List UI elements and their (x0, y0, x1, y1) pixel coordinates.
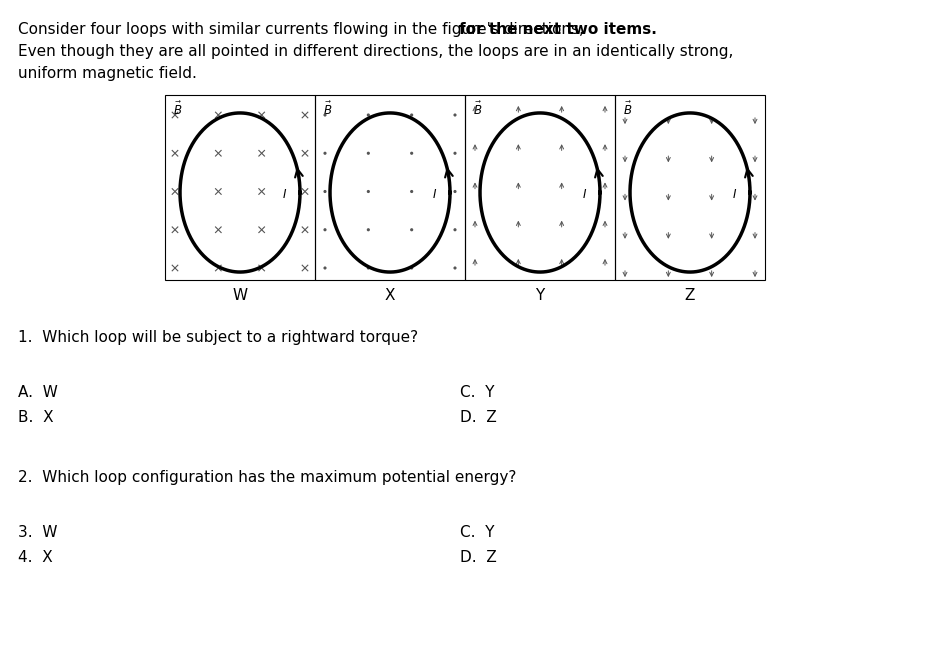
Circle shape (411, 114, 413, 116)
Circle shape (454, 229, 456, 231)
Circle shape (367, 191, 369, 193)
Circle shape (454, 191, 456, 193)
Circle shape (411, 152, 413, 154)
Text: 2.  Which loop configuration has the maximum potential energy?: 2. Which loop configuration has the maxi… (18, 470, 516, 485)
Circle shape (367, 229, 369, 231)
Circle shape (367, 267, 369, 269)
Text: X: X (385, 289, 395, 304)
Text: $\vec{B}$: $\vec{B}$ (623, 101, 632, 118)
Text: Even though they are all pointed in different directions, the loops are in an id: Even though they are all pointed in diff… (18, 44, 733, 59)
Text: D.  Z: D. Z (460, 410, 497, 425)
Text: I: I (582, 188, 586, 201)
Circle shape (324, 114, 326, 116)
Bar (465, 95, 615, 280)
Text: $\vec{B}$: $\vec{B}$ (323, 101, 333, 118)
Text: Consider four loops with similar currents flowing in the figure's directions,: Consider four loops with similar current… (18, 22, 589, 37)
Text: B.  X: B. X (18, 410, 54, 425)
Text: I: I (732, 188, 736, 201)
Text: 1.  Which loop will be subject to a rightward torque?: 1. Which loop will be subject to a right… (18, 330, 418, 345)
Circle shape (454, 152, 456, 154)
Circle shape (324, 267, 326, 269)
Circle shape (454, 267, 456, 269)
Circle shape (411, 191, 413, 193)
Text: I: I (282, 188, 286, 201)
Circle shape (367, 152, 369, 154)
Text: I: I (432, 188, 436, 201)
Text: C.  Y: C. Y (460, 385, 494, 400)
Text: $\vec{B}$: $\vec{B}$ (473, 101, 482, 118)
Text: D.  Z: D. Z (460, 550, 497, 565)
Circle shape (454, 114, 456, 116)
Circle shape (324, 152, 326, 154)
Bar (615, 95, 765, 280)
Text: Z: Z (685, 289, 695, 304)
Bar (315, 95, 465, 280)
Text: 3.  W: 3. W (18, 525, 57, 540)
Circle shape (411, 229, 413, 231)
Circle shape (367, 114, 369, 116)
Circle shape (324, 229, 326, 231)
Text: Y: Y (536, 289, 545, 304)
Circle shape (324, 191, 326, 193)
Text: for the next two items.: for the next two items. (18, 22, 657, 37)
Bar (165, 95, 315, 280)
Text: $\vec{B}$: $\vec{B}$ (173, 101, 183, 118)
Text: A.  W: A. W (18, 385, 57, 400)
Text: 4.  X: 4. X (18, 550, 53, 565)
Text: uniform magnetic field.: uniform magnetic field. (18, 66, 197, 81)
Text: W: W (233, 289, 248, 304)
Circle shape (411, 267, 413, 269)
Text: C.  Y: C. Y (460, 525, 494, 540)
